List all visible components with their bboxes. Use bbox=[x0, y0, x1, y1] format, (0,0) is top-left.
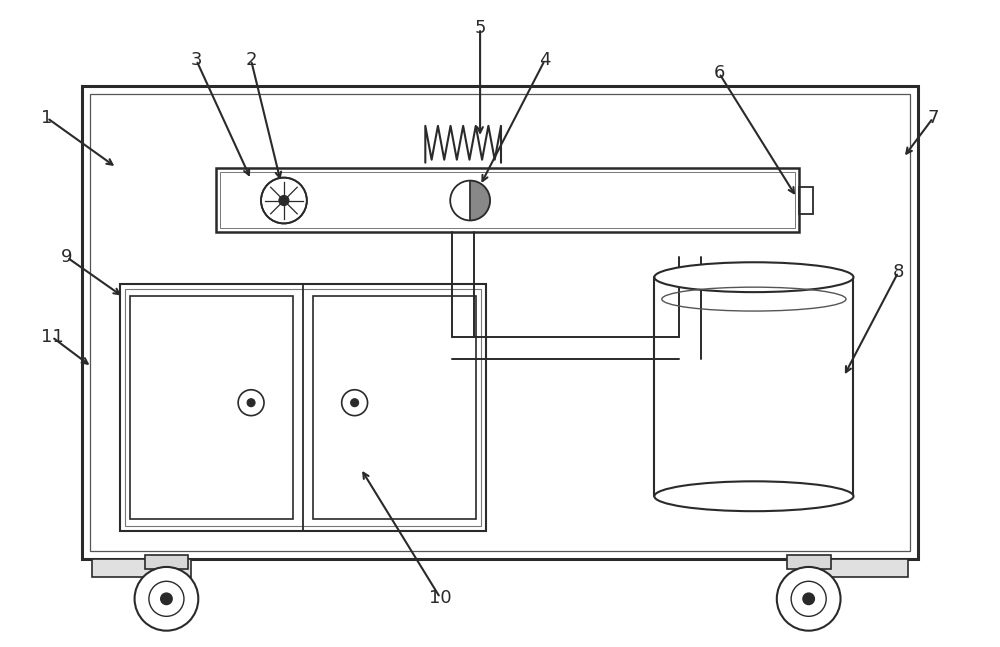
Text: 1: 1 bbox=[41, 109, 53, 127]
Bar bbox=[809, 559, 908, 577]
Text: 10: 10 bbox=[429, 589, 452, 607]
Bar bbox=[90, 94, 910, 551]
Circle shape bbox=[161, 593, 172, 604]
Text: 4: 4 bbox=[539, 51, 551, 69]
Circle shape bbox=[135, 567, 198, 631]
Circle shape bbox=[342, 389, 368, 415]
Text: 2: 2 bbox=[245, 51, 257, 69]
Text: 7: 7 bbox=[927, 109, 939, 127]
Bar bbox=[145, 555, 188, 569]
Text: 5: 5 bbox=[474, 19, 486, 38]
Bar bbox=[120, 284, 486, 531]
Bar bbox=[125, 289, 481, 526]
Ellipse shape bbox=[654, 481, 853, 511]
Bar bbox=[313, 296, 476, 519]
Circle shape bbox=[238, 389, 264, 415]
Bar bbox=[787, 555, 831, 569]
Circle shape bbox=[351, 399, 359, 407]
Circle shape bbox=[777, 567, 841, 631]
Bar bbox=[220, 171, 795, 228]
Circle shape bbox=[247, 399, 255, 407]
Text: 9: 9 bbox=[61, 248, 73, 267]
Bar bbox=[82, 86, 918, 559]
Bar bbox=[92, 559, 191, 577]
Ellipse shape bbox=[654, 262, 853, 292]
Polygon shape bbox=[470, 181, 490, 221]
Bar bbox=[472, 337, 679, 359]
Bar bbox=[130, 296, 293, 519]
Text: 11: 11 bbox=[41, 328, 63, 346]
Bar bbox=[799, 186, 813, 214]
Circle shape bbox=[279, 195, 289, 206]
Circle shape bbox=[261, 178, 307, 223]
Circle shape bbox=[803, 593, 814, 604]
Text: 8: 8 bbox=[893, 263, 904, 281]
Text: 3: 3 bbox=[191, 51, 202, 69]
Text: 6: 6 bbox=[713, 64, 725, 82]
Bar bbox=[216, 168, 799, 232]
